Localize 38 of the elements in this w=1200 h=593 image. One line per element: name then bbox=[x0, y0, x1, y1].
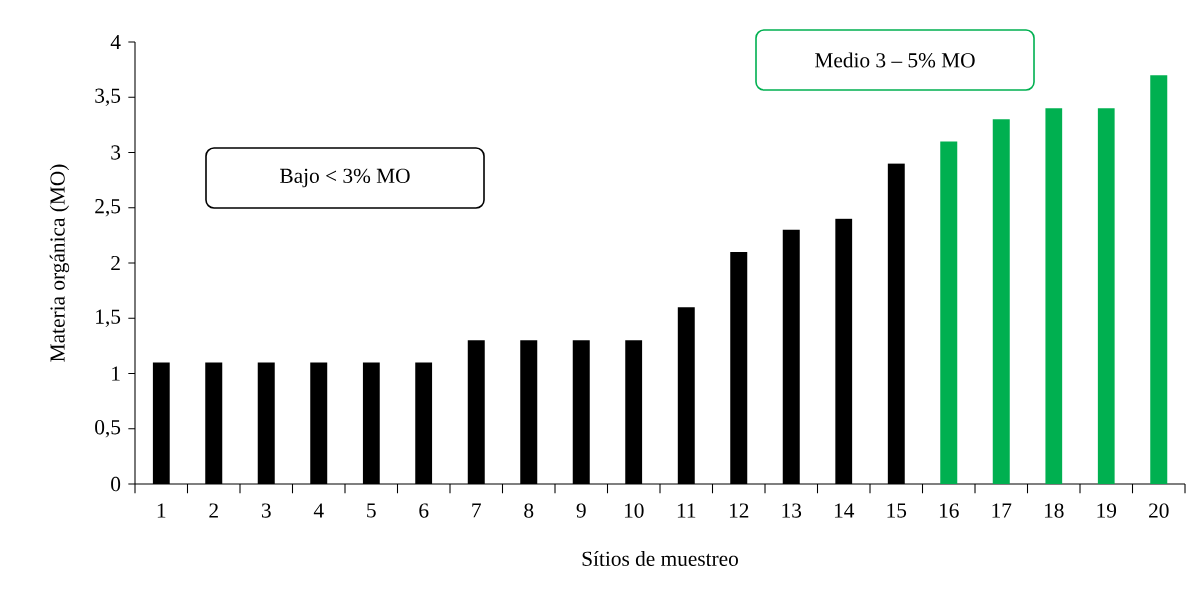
y-tick-label: 1,5 bbox=[96, 309, 121, 327]
x-tick-label: 18 bbox=[1044, 503, 1064, 518]
x-tick-label: 7 bbox=[472, 503, 481, 518]
x-tick-label: 20 bbox=[1149, 503, 1169, 518]
bar bbox=[992, 119, 1010, 484]
y-tick-label: 0,5 bbox=[95, 420, 121, 438]
x-tick-label: 9 bbox=[576, 503, 586, 518]
y-tick-label: 3,5 bbox=[95, 88, 121, 106]
x-tick-label: 13 bbox=[782, 503, 802, 518]
x-tick-label: 4 bbox=[313, 503, 324, 518]
annotation: Bajo < 3% MO bbox=[280, 168, 410, 188]
bar bbox=[1150, 75, 1168, 484]
x-tick-label: 16 bbox=[939, 503, 959, 518]
y-tick-label: 2,5 bbox=[95, 199, 121, 217]
y-tick-label: 2 bbox=[111, 255, 120, 271]
annotation: Medio 3 – 5% MO bbox=[815, 52, 975, 68]
bar bbox=[1045, 108, 1063, 484]
x-tick-label: 2 bbox=[209, 503, 218, 518]
x-tick-label: 8 bbox=[524, 503, 534, 518]
x-tick-label: 1 bbox=[157, 503, 166, 518]
x-tick-label: 19 bbox=[1097, 503, 1117, 518]
bar bbox=[1097, 108, 1115, 484]
x-axis-title: Sítios de muestreo bbox=[582, 550, 738, 566]
y-tick-label: 3 bbox=[111, 145, 121, 160]
x-tick-label: 10 bbox=[624, 503, 644, 518]
y-tick-label: 0 bbox=[111, 476, 121, 492]
y-tick-label: 4 bbox=[110, 34, 121, 50]
bar bbox=[940, 141, 958, 484]
x-tick-label: 3 bbox=[261, 503, 271, 518]
x-tick-label: 12 bbox=[729, 503, 749, 518]
x-tick-label: 11 bbox=[677, 503, 696, 518]
y-tick-label: 1 bbox=[112, 366, 120, 381]
x-tick-label: 5 bbox=[367, 503, 376, 518]
y-axis-title: Materia orgánica (MO) bbox=[49, 164, 70, 362]
x-tick-label: 6 bbox=[419, 503, 429, 518]
x-tick-label: 15 bbox=[887, 503, 907, 518]
x-tick-label: 14 bbox=[834, 503, 855, 518]
x-tick-label: 17 bbox=[992, 503, 1012, 518]
